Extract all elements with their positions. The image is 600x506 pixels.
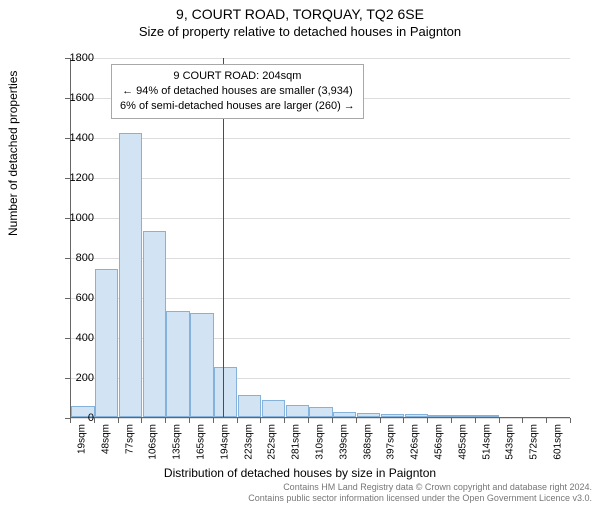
x-tick-mark <box>332 418 333 423</box>
histogram-bar <box>309 407 332 417</box>
x-tick-mark <box>380 418 381 423</box>
x-tick-mark <box>570 418 571 423</box>
x-tick-label: 339sqm <box>338 424 349 460</box>
page-title-address: 9, COURT ROAD, TORQUAY, TQ2 6SE <box>0 6 600 22</box>
y-tick-mark <box>65 98 70 99</box>
gridline <box>71 218 570 219</box>
x-tick-label: 223sqm <box>243 424 254 460</box>
histogram-bar <box>95 269 118 417</box>
x-tick-mark <box>213 418 214 423</box>
histogram-bar <box>333 412 356 417</box>
histogram-bar <box>214 367 237 417</box>
y-tick-label: 1600 <box>54 92 94 104</box>
footer-line-2: Contains public sector information licen… <box>248 493 592 504</box>
histogram-bar <box>262 400 285 417</box>
y-tick-mark <box>65 378 70 379</box>
y-tick-mark <box>65 178 70 179</box>
histogram-bar <box>286 405 309 417</box>
gridline <box>71 178 570 179</box>
x-tick-label: 252sqm <box>267 424 278 460</box>
histogram-bar <box>238 395 261 417</box>
x-tick-mark <box>70 418 71 423</box>
x-tick-mark <box>260 418 261 423</box>
gridline <box>71 418 570 419</box>
x-tick-label: 368sqm <box>362 424 373 460</box>
x-tick-label: 456sqm <box>434 424 445 460</box>
x-tick-mark <box>475 418 476 423</box>
histogram-bar <box>119 133 142 417</box>
x-tick-mark <box>427 418 428 423</box>
x-tick-mark <box>118 418 119 423</box>
footer-attribution: Contains HM Land Registry data © Crown c… <box>248 482 592 504</box>
histogram-bar <box>428 415 451 417</box>
x-tick-label: 572sqm <box>529 424 540 460</box>
histogram-bar <box>357 413 380 417</box>
histogram-bar <box>476 415 499 417</box>
x-tick-mark <box>546 418 547 423</box>
y-tick-label: 600 <box>54 292 94 304</box>
x-tick-mark <box>403 418 404 423</box>
legend-line-1: 9 COURT ROAD: 204sqm <box>120 69 355 84</box>
footer-line-1: Contains HM Land Registry data © Crown c… <box>248 482 592 493</box>
x-tick-label: 397sqm <box>386 424 397 460</box>
legend-line-3: 6% of semi-detached houses are larger (2… <box>120 99 355 114</box>
histogram-bar <box>143 231 166 417</box>
x-tick-label: 514sqm <box>481 424 492 460</box>
x-tick-mark <box>165 418 166 423</box>
x-tick-label: 281sqm <box>291 424 302 460</box>
y-tick-label: 1200 <box>54 172 94 184</box>
x-tick-mark <box>141 418 142 423</box>
gridline <box>71 138 570 139</box>
y-tick-mark <box>65 58 70 59</box>
x-tick-mark <box>189 418 190 423</box>
y-tick-mark <box>65 338 70 339</box>
x-axis-label: Distribution of detached houses by size … <box>0 466 600 480</box>
x-tick-label: 426sqm <box>410 424 421 460</box>
x-tick-mark <box>522 418 523 423</box>
x-tick-mark <box>356 418 357 423</box>
x-tick-mark <box>451 418 452 423</box>
x-tick-label: 310sqm <box>315 424 326 460</box>
x-tick-mark <box>284 418 285 423</box>
y-tick-label: 1400 <box>54 132 94 144</box>
x-tick-label: 543sqm <box>505 424 516 460</box>
x-tick-label: 106sqm <box>148 424 159 460</box>
x-tick-label: 485sqm <box>457 424 468 460</box>
y-tick-label: 200 <box>54 372 94 384</box>
histogram-chart: 9 COURT ROAD: 204sqm← 94% of detached ho… <box>70 58 570 418</box>
y-tick-label: 1800 <box>54 52 94 64</box>
x-tick-label: 48sqm <box>100 424 111 454</box>
y-tick-label: 1000 <box>54 212 94 224</box>
y-tick-label: 800 <box>54 252 94 264</box>
y-tick-mark <box>65 298 70 299</box>
x-tick-mark <box>237 418 238 423</box>
x-tick-label: 19sqm <box>76 424 87 454</box>
x-tick-mark <box>94 418 95 423</box>
y-tick-mark <box>65 138 70 139</box>
x-tick-label: 135sqm <box>172 424 183 460</box>
y-tick-mark <box>65 218 70 219</box>
x-tick-label: 194sqm <box>219 424 230 460</box>
x-tick-label: 601sqm <box>553 424 564 460</box>
x-tick-mark <box>499 418 500 423</box>
x-tick-mark <box>308 418 309 423</box>
histogram-bar <box>452 415 475 417</box>
y-axis-label: Number of detached properties <box>6 71 20 236</box>
histogram-bar <box>381 414 404 417</box>
gridline <box>71 58 570 59</box>
y-tick-label: 400 <box>54 332 94 344</box>
histogram-bar <box>166 311 189 417</box>
histogram-bar <box>190 313 213 417</box>
y-tick-mark <box>65 258 70 259</box>
y-tick-label: 0 <box>54 412 94 424</box>
page-title-subtitle: Size of property relative to detached ho… <box>0 24 600 39</box>
x-tick-label: 165sqm <box>195 424 206 460</box>
legend-line-2: ← 94% of detached houses are smaller (3,… <box>120 84 355 99</box>
legend-box: 9 COURT ROAD: 204sqm← 94% of detached ho… <box>111 64 364 119</box>
x-tick-label: 77sqm <box>124 424 135 454</box>
histogram-bar <box>405 414 428 417</box>
